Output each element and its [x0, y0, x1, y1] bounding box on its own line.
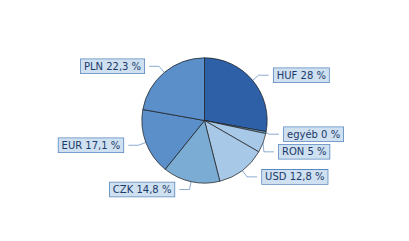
svg-text:RON 5 %: RON 5 % — [282, 146, 327, 157]
svg-text:egyéb 0 %: egyéb 0 % — [287, 129, 340, 140]
svg-text:PLN 22,3 %: PLN 22,3 % — [84, 61, 141, 72]
svg-text:USD 12,8 %: USD 12,8 % — [265, 171, 325, 182]
svg-text:CZK 14,8 %: CZK 14,8 % — [113, 184, 172, 195]
svg-text:HUF 28 %: HUF 28 % — [277, 70, 326, 81]
svg-text:EUR 17,1 %: EUR 17,1 % — [62, 140, 121, 151]
